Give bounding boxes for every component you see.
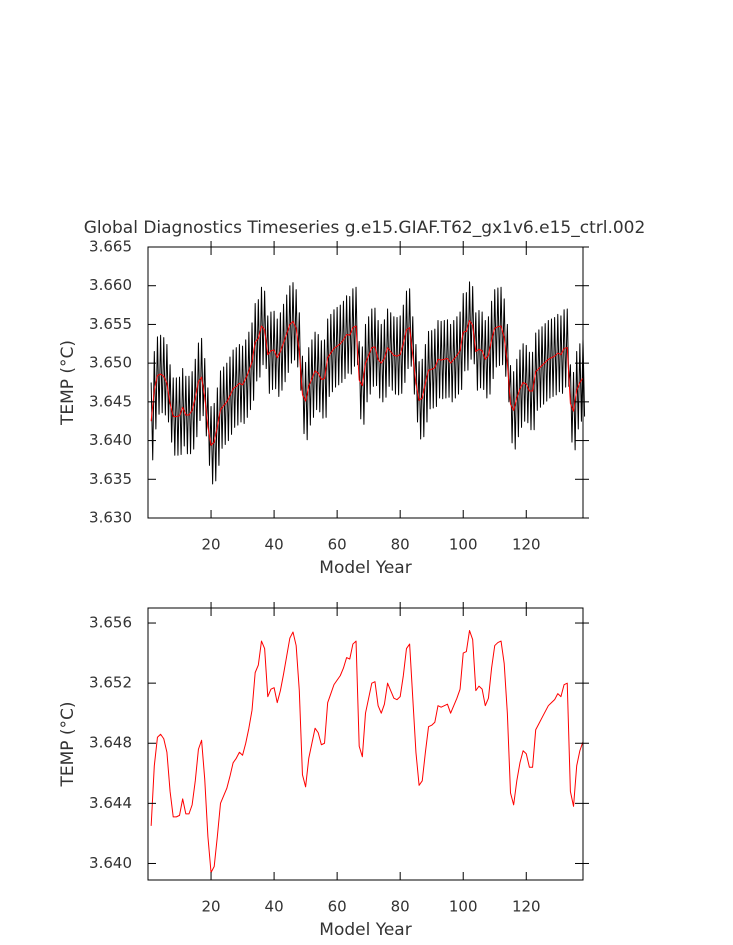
y-tick-label: 3.640 <box>89 431 132 449</box>
series-line <box>150 630 584 873</box>
x-tick-label: 80 <box>391 536 410 554</box>
series-line <box>150 281 586 485</box>
chart-title: Global Diagnostics Timeseries g.e15.GIAF… <box>84 218 646 238</box>
x-tick-label: 100 <box>449 536 478 554</box>
plot-frame <box>147 607 584 881</box>
x-tick-label: 80 <box>391 898 410 916</box>
y-tick-label: 3.640 <box>89 854 132 872</box>
x-axis-title: Model Year <box>319 920 411 940</box>
y-tick-label: 3.630 <box>89 509 132 527</box>
y-axis-title: TEMP (°C) <box>58 701 78 787</box>
y-tick-label: 3.635 <box>89 470 132 488</box>
x-tick-label: 40 <box>265 536 284 554</box>
y-tick-label: 3.665 <box>89 238 132 256</box>
y-tick-label: 3.655 <box>89 315 132 333</box>
x-tick-label: 60 <box>328 898 347 916</box>
x-tick-label: 20 <box>201 898 220 916</box>
x-tick-label: 100 <box>449 898 478 916</box>
y-tick-label: 3.648 <box>89 734 132 752</box>
x-tick-label: 40 <box>265 898 284 916</box>
y-tick-label: 3.652 <box>89 674 132 692</box>
series-line <box>150 320 584 446</box>
y-axis-title: TEMP (°C) <box>58 340 78 426</box>
plot-frame <box>147 246 584 519</box>
x-tick-label: 20 <box>201 536 220 554</box>
y-tick-label: 3.656 <box>89 614 132 632</box>
y-tick-label: 3.660 <box>89 276 132 294</box>
x-tick-label: 60 <box>328 536 347 554</box>
y-tick-label: 3.650 <box>89 354 132 372</box>
x-tick-label: 120 <box>512 898 541 916</box>
y-tick-label: 3.645 <box>89 392 132 410</box>
x-tick-label: 120 <box>512 536 541 554</box>
y-tick-label: 3.644 <box>89 794 132 812</box>
x-axis-title: Model Year <box>319 558 411 578</box>
